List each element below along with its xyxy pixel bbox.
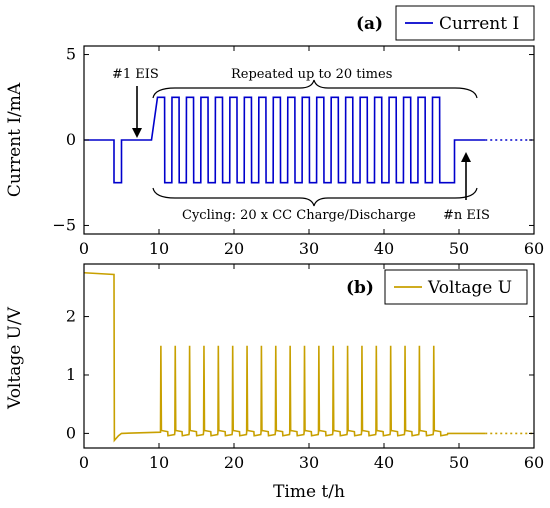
brace-bottom [152, 187, 478, 207]
y-axis-label-b: Voltage U/V [5, 306, 25, 410]
annotation-eis1: #1 EIS [112, 67, 159, 82]
x-tick-label: 50 [449, 239, 469, 258]
panel-a: #1 EIS Repeated up to 20 times Cycling: … [5, 5, 544, 258]
legend-label-current: Current I [439, 14, 519, 34]
y-tick-label: 0 [66, 130, 76, 149]
x-tick-label: 60 [524, 453, 544, 472]
annotation-eisn: #n EIS [443, 208, 490, 223]
series-line [83, 271, 486, 443]
y-tick-label: 5 [66, 45, 76, 64]
x-tick-label: 20 [224, 239, 244, 258]
panel-label-a: (a) [356, 14, 383, 34]
panel-label-b: (b) [346, 278, 374, 298]
y-tick-label: 0 [66, 423, 76, 442]
y-tick-label: −5 [52, 215, 76, 234]
annotations: #1 EIS Repeated up to 20 times Cycling: … [112, 67, 490, 223]
x-tick-label: 10 [149, 453, 169, 472]
x-tick-label: 30 [299, 453, 319, 472]
x-tick-label: 10 [149, 239, 169, 258]
x-tick-label: 40 [374, 239, 394, 258]
arrowhead-eisn [461, 152, 471, 162]
x-axis-label: Time t/h [273, 482, 345, 502]
x-tick-label: 50 [449, 453, 469, 472]
legend-b: Voltage U [384, 269, 528, 305]
current-series [84, 96, 534, 184]
arrowhead-eis1 [132, 128, 142, 138]
x-tick-label: 0 [79, 453, 89, 472]
legend-a: Current I [395, 5, 535, 41]
annotation-repeated: Repeated up to 20 times [231, 67, 392, 82]
annotation-cycling: Cycling: 20 x CC Charge/Discharge [182, 208, 416, 223]
y-tick-label: 1 [66, 365, 76, 384]
x-tick-label: 30 [299, 239, 319, 258]
y-tick-label: 2 [66, 307, 76, 326]
x-tick-label: 20 [224, 453, 244, 472]
y-axis-label-a: Current I/mA [5, 82, 25, 197]
x-tick-label: 60 [524, 239, 544, 258]
series-line [84, 96, 486, 184]
voltage-series [83, 271, 534, 443]
x-tick-label: 0 [79, 239, 89, 258]
brace-top [152, 79, 478, 99]
legend-label-voltage: Voltage U [427, 278, 512, 298]
panel-b: Voltage U (b) 0 10 20 30 40 50 60 0 1 2 Voltage U… [5, 263, 544, 502]
x-tick-label: 40 [374, 453, 394, 472]
